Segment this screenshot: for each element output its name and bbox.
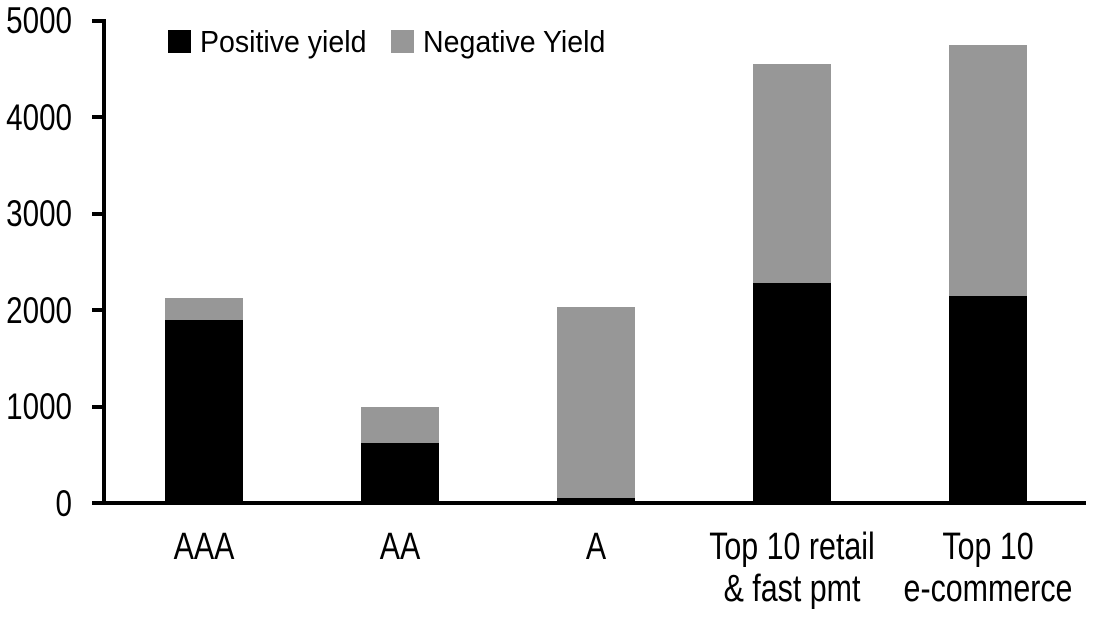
y-axis-tick-label: 1000 — [6, 386, 73, 427]
y-axis-tick-label: 5000 — [6, 0, 73, 41]
y-axis-line — [102, 18, 106, 505]
y-axis-tick — [92, 404, 106, 409]
positive-yield-label: Positive yield — [200, 24, 367, 59]
bar-segment-negative-yield-2 — [557, 307, 635, 499]
positive-yield-swatch-icon — [168, 30, 191, 53]
legend: Positive yield Negative Yield — [168, 26, 621, 57]
negative-yield-label: Negative Yield — [422, 24, 606, 59]
y-axis-tick — [92, 501, 106, 505]
bar-segment-positive-yield-3 — [753, 282, 831, 503]
y-axis-tick-label: 4000 — [6, 96, 73, 138]
legend-item-positive-yield: Positive yield — [168, 26, 381, 57]
x-axis-category-label-4: Top 10 e-commerce — [903, 526, 1073, 610]
bar-segment-negative-yield-4 — [949, 44, 1027, 296]
y-axis-tick-label: 0 — [55, 482, 72, 524]
legend-item-negative-yield: Negative Yield — [390, 24, 621, 59]
x-axis-category-label-3: Top 10 retail & fast pmt — [709, 526, 875, 610]
y-axis-tick-label: 2000 — [6, 289, 73, 331]
y-axis-tick — [92, 115, 106, 119]
y-axis-tick — [92, 308, 106, 312]
bar-segment-positive-yield-4 — [949, 295, 1027, 503]
negative-yield-swatch-icon — [390, 30, 414, 53]
x-axis-line — [102, 501, 1086, 505]
y-axis-tick — [92, 211, 106, 216]
bar-segment-negative-yield-1 — [361, 406, 439, 444]
bar-segment-positive-yield-0 — [165, 319, 243, 503]
x-axis-category-label-1: AA — [379, 526, 421, 568]
bar-segment-positive-yield-1 — [361, 443, 439, 503]
x-axis-category-label-0: AAA — [173, 526, 235, 568]
y-axis-tick-label: 3000 — [6, 193, 73, 234]
bar-segment-negative-yield-0 — [165, 298, 243, 320]
x-axis-category-label-2: A — [585, 526, 607, 568]
bar-segment-positive-yield-2 — [557, 498, 635, 503]
y-axis-tick — [92, 18, 106, 23]
bar-segment-negative-yield-3 — [753, 63, 831, 283]
